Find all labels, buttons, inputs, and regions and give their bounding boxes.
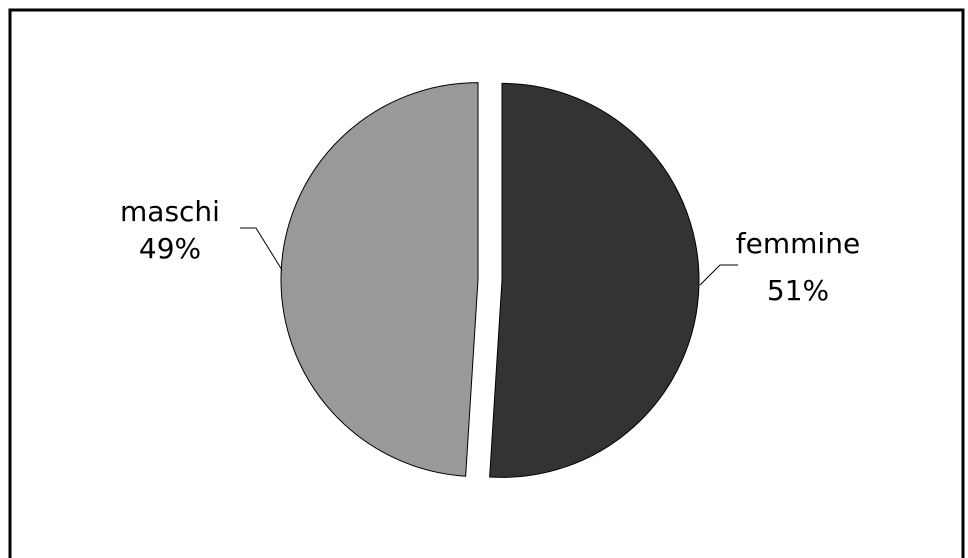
chart-frame [8, 8, 965, 558]
slice-value-label: 51% [767, 274, 829, 307]
leader-line [240, 227, 283, 271]
slice-label: maschi [120, 195, 220, 228]
pie-slice [489, 82, 700, 478]
leader-line [699, 264, 738, 286]
slice-value-label: 49% [139, 232, 201, 265]
pie-slice [280, 82, 479, 477]
slice-label: femmine [736, 227, 860, 260]
